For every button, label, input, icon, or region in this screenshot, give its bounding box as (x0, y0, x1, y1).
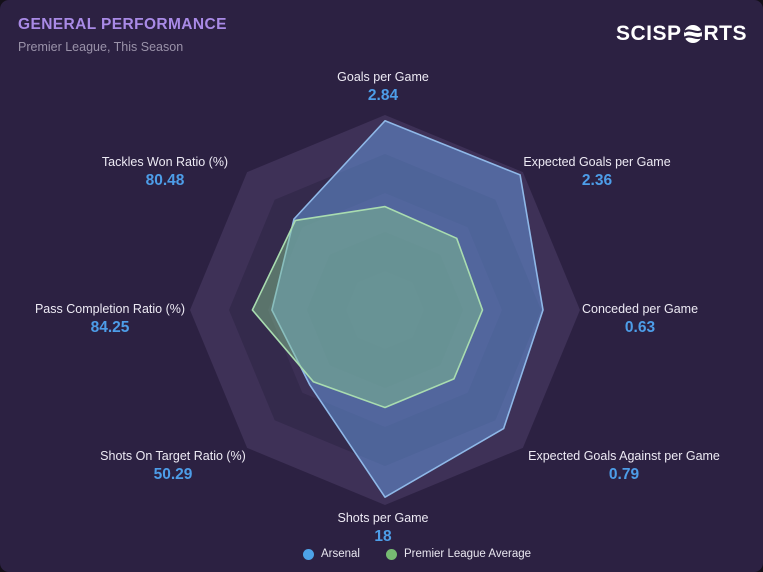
axis-name: Shots per Game (337, 511, 429, 525)
axis-label-pass-completion-ratio: Pass Completion Ratio (%) 84.25 (35, 302, 185, 337)
axis-value: 0.79 (608, 466, 640, 483)
axis-label-expected-goals-against-per-game: Expected Goals Against per Game 0.79 (528, 449, 720, 484)
axis-label-tackles-won-ratio: Tackles Won Ratio (%) 80.48 (102, 155, 228, 190)
axis-value: 84.25 (90, 319, 130, 336)
league-average-dot-icon (385, 548, 397, 560)
legend-item-arsenal[interactable]: Arsenal (302, 548, 360, 560)
page-subtitle: Premier League, This Season (18, 40, 184, 54)
axis-value: 0.63 (624, 319, 656, 336)
legend-item-league-average[interactable]: Premier League Average (385, 548, 532, 560)
axis-name: Pass Completion Ratio (%) (34, 302, 186, 316)
legend-label: Premier League Average (403, 548, 532, 560)
chart-legend: Arsenal Premier League Average (302, 548, 532, 560)
page-title: GENERAL PERFORMANCE (18, 16, 227, 33)
axis-value: 2.36 (581, 172, 613, 189)
scisports-logo: SCISP RTS (616, 22, 747, 46)
axis-label-goals-per-game: Goals per Game 2.84 (337, 70, 429, 105)
axis-label-shots-per-game: Shots per Game 18 (337, 511, 428, 546)
arsenal-polygon (271, 120, 544, 499)
arsenal-dot-icon (302, 548, 314, 560)
axis-name: Expected Goals Against per Game (528, 449, 720, 463)
axis-name: Goals per Game (337, 70, 429, 84)
axis-name: Conceded per Game (581, 302, 699, 316)
axis-label-conceded-per-game: Conceded per Game 0.63 (582, 302, 698, 337)
axis-label-expected-goals-per-game: Expected Goals per Game 2.36 (523, 155, 670, 190)
logo-text-right: RTS (703, 22, 747, 45)
axis-value: 80.48 (145, 172, 185, 189)
axis-name: Shots On Target Ratio (%) (100, 449, 246, 463)
legend-label: Arsenal (320, 548, 360, 560)
axis-name: Expected Goals per Game (523, 155, 671, 169)
scisports-ball-icon (683, 25, 702, 43)
axis-name: Tackles Won Ratio (%) (101, 155, 229, 169)
axis-value: 50.29 (153, 466, 193, 483)
axis-value: 18 (374, 528, 392, 545)
axis-label-shots-on-target-ratio: Shots On Target Ratio (%) 50.29 (100, 449, 246, 484)
axis-value: 2.84 (367, 87, 399, 104)
logo-text-left: SCISP (615, 22, 682, 45)
league-average-polygon (251, 205, 484, 409)
header: GENERAL PERFORMANCE Premier League, This… (18, 16, 227, 54)
